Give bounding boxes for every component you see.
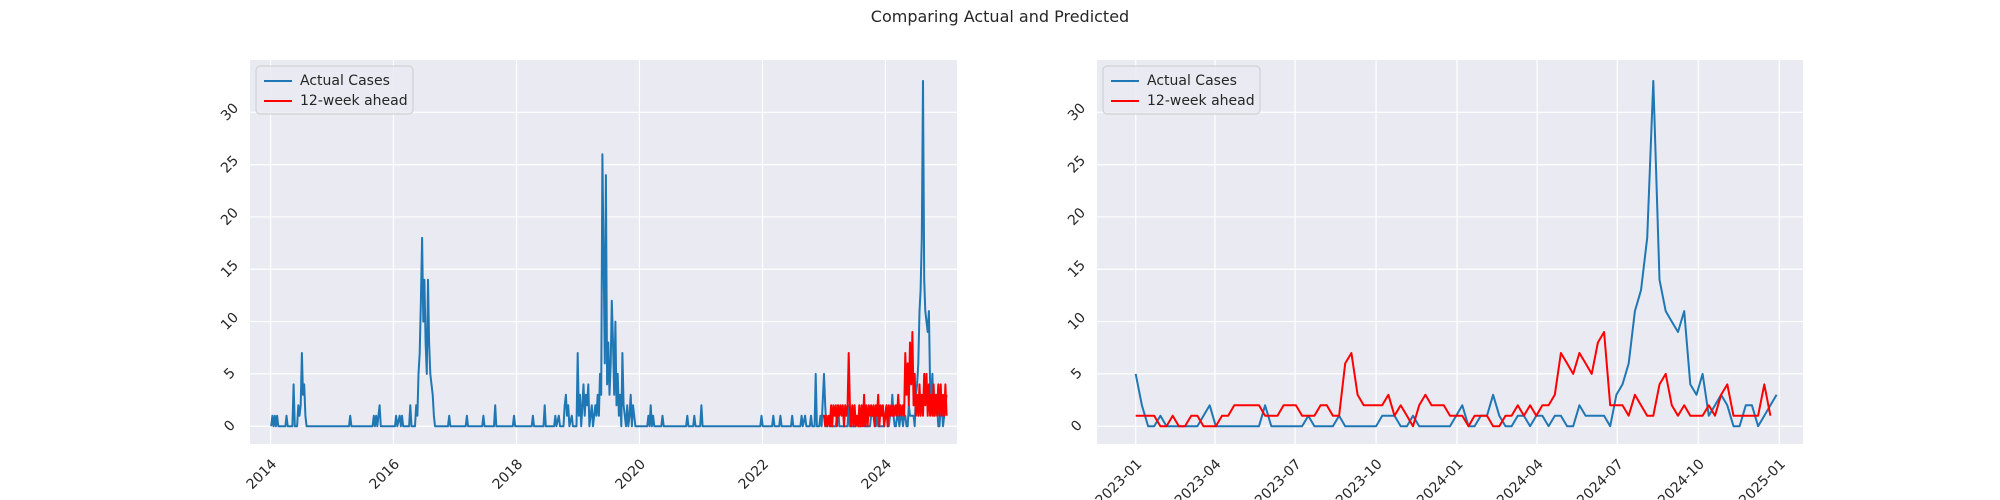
x-tick-label: 2025-01 (1736, 456, 1789, 500)
x-tick-label: 2024-07 (1574, 456, 1627, 500)
series-line-actual (270, 79, 948, 428)
y-tick-label: 25 (218, 153, 242, 177)
legend-label: Actual Cases (300, 73, 390, 89)
y-tick-label: 15 (218, 257, 242, 281)
x-tick-label: 2022 (736, 456, 773, 493)
x-tick-label: 2024-04 (1494, 456, 1547, 500)
y-tick-label: 30 (218, 100, 242, 124)
x-tick-label: 2016 (367, 456, 404, 493)
chart-1: 0 5 10 15 20 25 30 2014 2016 2018 2020 2022 2024 Actu… (218, 60, 957, 493)
y-tick-label: 15 (1065, 257, 1089, 281)
y-tick-label: 20 (1065, 205, 1089, 229)
x-tick-label: 2023-10 (1333, 456, 1386, 500)
x-tick-label: 2023-04 (1172, 456, 1225, 500)
legend-label: 12-week ahead (300, 93, 408, 109)
legend-box (1102, 65, 1261, 115)
series-line-predicted (822, 331, 948, 428)
y-tick-label: 0 (1068, 417, 1086, 435)
chart-2: 0 5 10 15 20 25 30 2023-01 2023-04 2023-07 2023-10… (1065, 60, 1803, 500)
series-line-predicted (1135, 331, 1772, 428)
x-tick-label: 2023-07 (1252, 456, 1305, 500)
y-tick-label: 5 (221, 365, 239, 383)
y-tick-label: 0 (221, 417, 239, 435)
y-tick-label: 30 (1065, 100, 1089, 124)
x-tick-label: 2014 (244, 456, 281, 493)
x-tick-label: 2020 (613, 456, 650, 493)
figure-title: Comparing Actual and Predicted (870, 7, 1130, 26)
y-tick-label: 5 (1068, 365, 1086, 383)
x-tick-label: 2018 (490, 456, 527, 493)
legend-label: Actual Cases (1147, 73, 1237, 89)
legend-box (255, 65, 414, 115)
y-tick-label: 10 (1065, 310, 1089, 334)
x-tick-label: 2023-01 (1093, 456, 1146, 500)
plot-area (1097, 60, 1803, 444)
y-tick-label: 10 (218, 310, 242, 334)
y-tick-label: 20 (218, 205, 242, 229)
y-tick-label: 25 (1065, 153, 1089, 177)
x-tick-label: 2024 (859, 456, 896, 493)
x-tick-label: 2024-10 (1655, 456, 1708, 500)
legend: Actual Cases 12-week ahead (255, 65, 414, 115)
legend-label: 12-week ahead (1147, 93, 1255, 109)
legend: Actual Cases 12-week ahead (1102, 65, 1261, 115)
x-tick-label: 2024-01 (1414, 456, 1467, 500)
